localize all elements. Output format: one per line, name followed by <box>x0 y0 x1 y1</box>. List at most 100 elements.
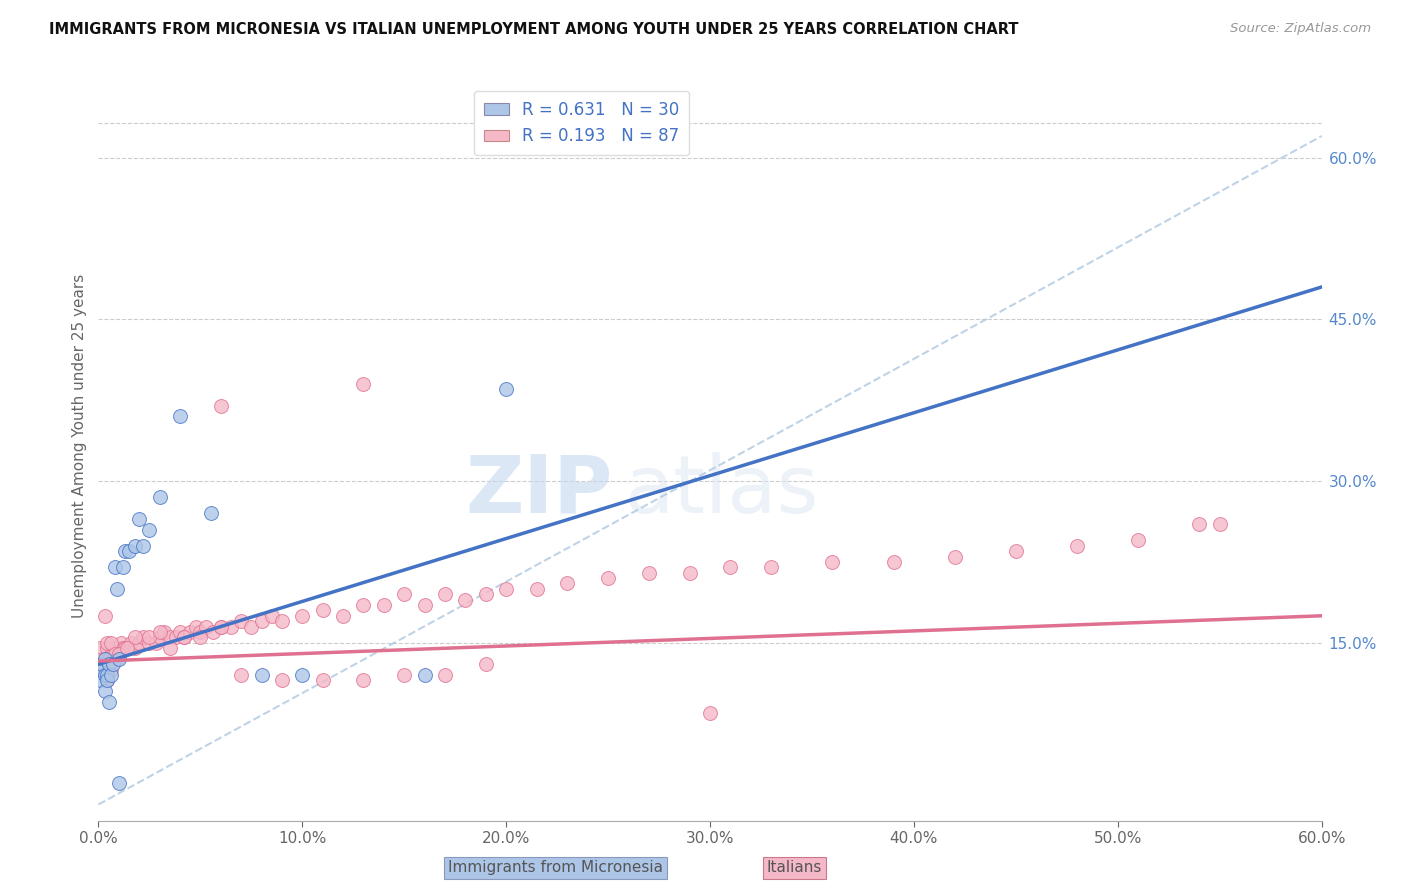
Point <box>101 647 124 661</box>
Text: Italians: Italians <box>766 861 823 875</box>
Point <box>97 652 120 666</box>
Point <box>93 668 115 682</box>
Point <box>104 647 127 661</box>
Point <box>89 641 111 656</box>
Text: atlas: atlas <box>624 452 818 530</box>
Point <box>100 636 122 650</box>
Point <box>352 673 374 688</box>
Point <box>108 647 131 661</box>
Point <box>761 560 783 574</box>
Point <box>145 636 167 650</box>
Point <box>110 636 132 650</box>
Point <box>413 668 436 682</box>
Point <box>555 576 579 591</box>
Point <box>699 706 721 720</box>
Point <box>96 673 118 688</box>
Point <box>108 647 131 661</box>
Point <box>373 598 395 612</box>
Point <box>312 603 335 617</box>
Point <box>332 608 354 623</box>
Point <box>637 566 661 580</box>
Point <box>179 624 201 639</box>
Point <box>96 641 118 656</box>
Point <box>93 657 115 672</box>
Point <box>124 641 146 656</box>
Point <box>270 673 294 688</box>
Legend: R = 0.631   N = 30, R = 0.193   N = 87: R = 0.631 N = 30, R = 0.193 N = 87 <box>474 91 689 155</box>
Point <box>128 512 150 526</box>
Point <box>526 582 548 596</box>
Point <box>104 641 127 656</box>
Point <box>188 624 212 639</box>
Point <box>118 544 141 558</box>
Point <box>434 668 457 682</box>
Point <box>1004 544 1026 558</box>
Point <box>240 619 263 633</box>
Point <box>159 631 181 645</box>
Point <box>291 608 314 623</box>
Point <box>495 582 517 596</box>
Point <box>100 647 122 661</box>
Point <box>149 631 172 645</box>
Point <box>124 539 146 553</box>
Point <box>105 652 128 666</box>
Point <box>91 663 114 677</box>
Point <box>231 668 253 682</box>
Point <box>598 571 620 585</box>
Point <box>104 560 127 574</box>
Point <box>93 684 115 698</box>
Point <box>93 652 115 666</box>
Point <box>114 641 136 656</box>
Point <box>821 555 844 569</box>
Point <box>188 631 212 645</box>
Point <box>138 523 160 537</box>
Point <box>100 663 122 677</box>
Point <box>108 652 131 666</box>
Point <box>115 641 138 656</box>
Point <box>97 657 120 672</box>
Point <box>128 636 150 650</box>
Point <box>169 624 191 639</box>
Point <box>454 592 477 607</box>
Text: ZIP: ZIP <box>465 452 612 530</box>
Point <box>260 608 283 623</box>
Text: Immigrants from Micronesia: Immigrants from Micronesia <box>449 861 662 875</box>
Point <box>124 631 146 645</box>
Point <box>114 544 136 558</box>
Point <box>250 668 273 682</box>
Point <box>200 507 222 521</box>
Point <box>111 560 134 574</box>
Point <box>132 631 155 645</box>
Point <box>1209 517 1232 532</box>
Point <box>101 657 124 672</box>
Point <box>120 636 142 650</box>
Point <box>149 490 172 504</box>
Point <box>943 549 966 564</box>
Point <box>91 663 114 677</box>
Point <box>312 673 335 688</box>
Point <box>231 614 253 628</box>
Point <box>195 619 218 633</box>
Point <box>474 657 498 672</box>
Text: Source: ZipAtlas.com: Source: ZipAtlas.com <box>1230 22 1371 36</box>
Point <box>392 587 416 601</box>
Point <box>89 673 111 688</box>
Point <box>201 624 224 639</box>
Point <box>91 652 114 666</box>
Text: IMMIGRANTS FROM MICRONESIA VS ITALIAN UNEMPLOYMENT AMONG YOUTH UNDER 25 YEARS CO: IMMIGRANTS FROM MICRONESIA VS ITALIAN UN… <box>49 22 1019 37</box>
Point <box>209 619 232 633</box>
Point <box>97 657 120 672</box>
Point <box>679 566 702 580</box>
Point <box>1188 517 1211 532</box>
Point <box>413 598 436 612</box>
Point <box>118 641 141 656</box>
Point <box>108 776 131 790</box>
Point <box>1128 533 1150 548</box>
Point <box>495 383 517 397</box>
Point <box>96 668 118 682</box>
Point <box>97 695 120 709</box>
Point <box>149 624 172 639</box>
Point <box>91 657 114 672</box>
Point <box>96 636 118 650</box>
Point <box>173 631 195 645</box>
